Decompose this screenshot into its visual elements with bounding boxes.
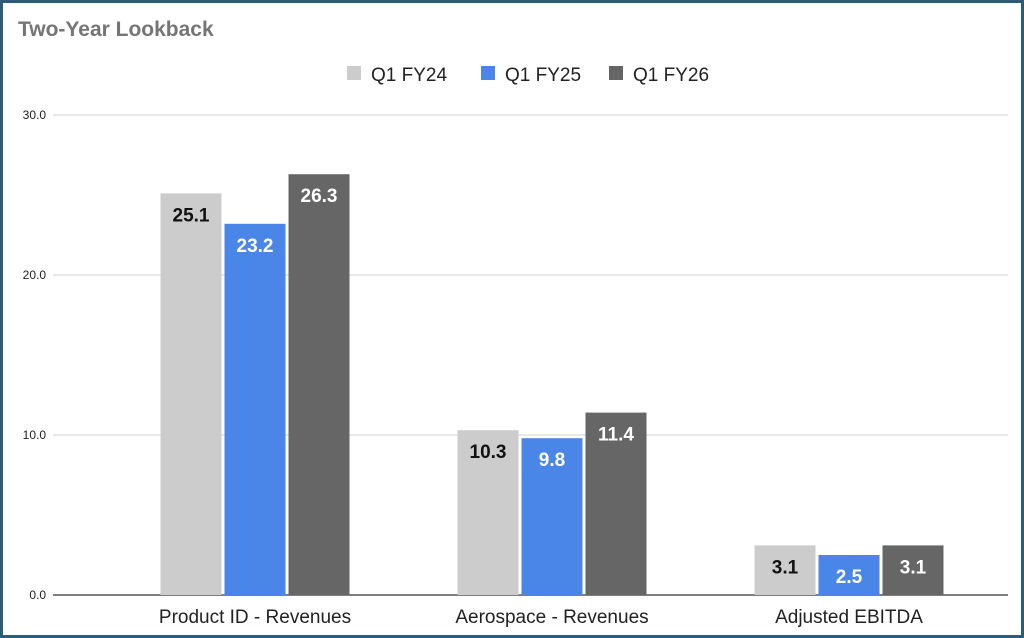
legend-label: Q1 FY25 xyxy=(505,65,581,86)
y-tick-label: 30.0 xyxy=(23,108,47,122)
data-label: 3.1 xyxy=(772,557,799,578)
bar xyxy=(160,193,222,595)
bar xyxy=(882,545,944,595)
data-label: 3.1 xyxy=(900,557,927,578)
data-label: 9.8 xyxy=(539,450,565,471)
bar xyxy=(754,545,816,595)
data-label: 10.3 xyxy=(470,442,507,463)
y-tick-label: 0.0 xyxy=(29,588,46,602)
bar xyxy=(457,430,519,595)
y-tick-label: 20.0 xyxy=(23,268,47,282)
bar xyxy=(224,223,286,596)
legend-swatch xyxy=(609,66,623,80)
data-label: 26.3 xyxy=(301,186,338,207)
bar xyxy=(818,555,880,595)
bar xyxy=(521,438,583,595)
legend-label: Q1 FY26 xyxy=(633,65,709,86)
x-tick-label: Aerospace - Revenues xyxy=(455,607,648,628)
x-tick-label: Product ID - Revenues xyxy=(159,607,351,628)
data-label: 11.4 xyxy=(598,425,634,446)
bar xyxy=(585,412,647,595)
chart-title: Two-Year Lookback xyxy=(18,18,214,41)
y-tick-label: 10.0 xyxy=(23,428,47,442)
bar xyxy=(288,174,350,595)
x-tick-label: Adjusted EBITDA xyxy=(775,607,923,628)
data-label: 23.2 xyxy=(237,236,274,257)
data-label: 25.1 xyxy=(173,205,210,226)
legend-swatch xyxy=(481,66,495,80)
data-label: 2.5 xyxy=(836,567,863,588)
legend-swatch xyxy=(347,66,361,80)
legend-label: Q1 FY24 xyxy=(371,65,447,86)
